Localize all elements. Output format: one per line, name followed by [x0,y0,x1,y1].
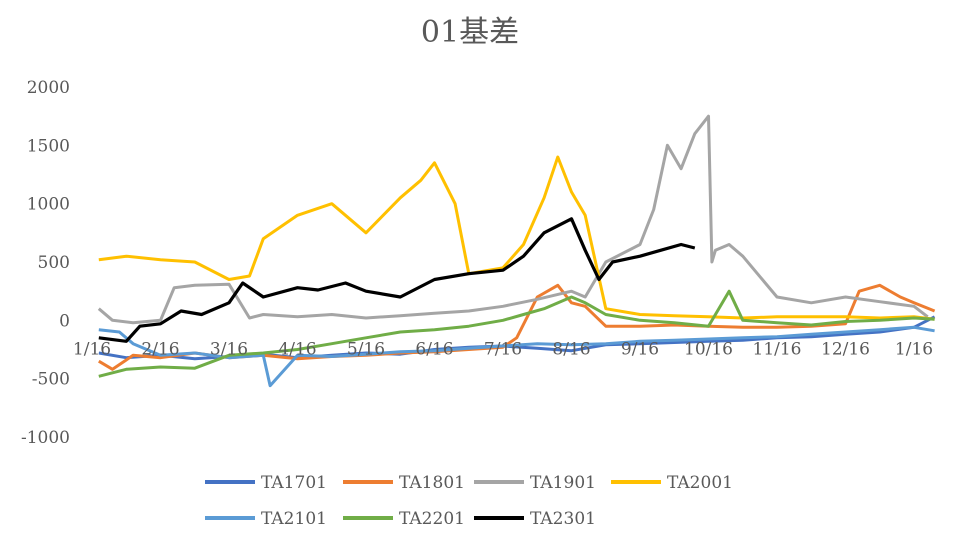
chart-title: 01基差 [421,15,519,50]
y-tick-label: -1000 [21,428,70,448]
x-tick-label: 4/16 [278,339,316,359]
series-line-ta2301 [98,217,696,343]
y-tick-label: 500 [38,253,70,273]
y-tick-label: -500 [32,370,70,390]
x-tick-label: 6/16 [415,339,453,359]
x-tick-label: 3/16 [210,339,248,359]
x-tick-label: 8/16 [552,339,590,359]
legend-label-ta2101: TA2101 [261,509,327,529]
x-tick-label: 12/16 [821,339,870,359]
series-line-ta2001 [98,155,935,321]
x-tick-label: 1/16 [895,339,933,359]
legend-label-ta1901: TA1901 [530,473,596,493]
legend-label-ta2201: TA2201 [399,509,465,529]
x-tick-label: 9/16 [621,339,659,359]
x-axis-ticks: 1/16 2/16 3/16 4/16 5/16 6/16 7/16 8/16 9/16 10/1… [73,339,933,359]
x-tick-label: 11/16 [753,339,802,359]
legend-label-ta1701: TA1701 [261,473,327,493]
series-lines [97,114,936,388]
y-tick-label: 1500 [27,136,70,156]
legend-label-ta2001: TA2001 [667,473,733,493]
series-line-ta2101 [98,325,935,388]
x-tick-label: 5/16 [347,339,385,359]
y-tick-label: 2000 [27,78,70,98]
series-line-ta1901 [97,114,929,325]
y-tick-label: 1000 [27,195,70,215]
x-tick-label: 2/16 [141,339,179,359]
series-line-ta2201 [98,289,935,378]
legend-label-ta2301: TA2301 [530,509,596,529]
y-tick-label: 0 [59,311,70,331]
y-axis-ticks: 2000 1500 1000 500 0 -500 -1000 [21,78,70,448]
x-tick-label: 7/16 [484,339,522,359]
legend: TA1701 TA1801 TA1901 TA2001 TA2101 TA2201 TA23… [205,473,733,529]
x-tick-label: 1/16 [73,339,111,359]
legend-label-ta1801: TA1801 [399,473,465,493]
x-tick-label: 10/16 [684,339,733,359]
